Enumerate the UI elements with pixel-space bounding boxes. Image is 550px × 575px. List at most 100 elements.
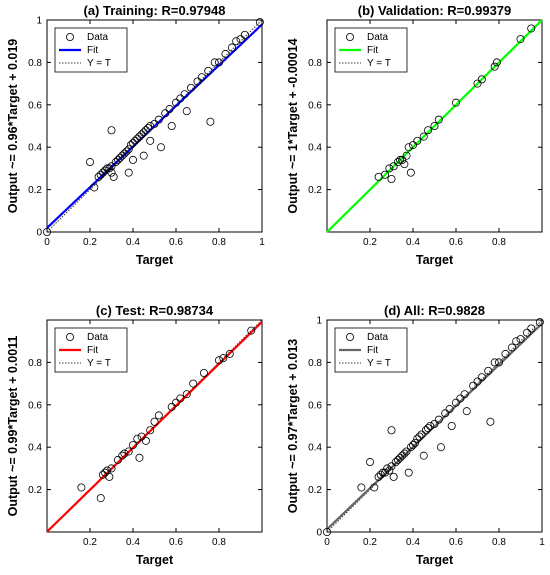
data-point (376, 470, 385, 479)
data-point (131, 136, 140, 145)
y-tick-label: 0.8 (28, 58, 42, 69)
data-point (43, 227, 52, 236)
legend-entry: Data (367, 332, 389, 343)
y-tick-label: 0.8 (308, 358, 322, 369)
data-point (116, 153, 125, 162)
data-point (501, 349, 510, 358)
data-point (512, 337, 521, 346)
data-point (492, 58, 501, 67)
y-tick-label: 1 (316, 316, 322, 327)
fit-line (46, 23, 263, 229)
legend-data-marker (66, 33, 75, 42)
data-point (120, 149, 129, 158)
data-point (404, 143, 413, 152)
data-point (490, 358, 499, 367)
data-point (434, 115, 443, 124)
data-point (322, 528, 331, 537)
data-point (469, 381, 478, 390)
x-tick-label: 1 (259, 237, 265, 248)
x-tick-label: 0.2 (363, 537, 377, 548)
data-point (400, 449, 409, 458)
data-point (460, 390, 469, 399)
data-point (161, 109, 170, 118)
data-point (128, 138, 137, 147)
x-tick-label: 0.4 (406, 237, 420, 248)
data-point (236, 35, 245, 44)
data-point (389, 472, 398, 481)
y-tick-label: 0 (36, 228, 42, 239)
fit-line (46, 321, 263, 533)
y-tick-label: 0.6 (28, 100, 42, 111)
subplot-1: 0 0.2 0.4 0.6 0.8 1 0 0.2 0.4 0.6 0.8 1 Data Fit Y = T… (6, 3, 265, 267)
data-point (165, 105, 174, 114)
data-point (150, 119, 159, 128)
x-tick-label: 0.2 (83, 237, 97, 248)
x-tick-label: 0.6 (449, 237, 463, 248)
legend-entry: Data (367, 32, 389, 43)
data-point (120, 449, 129, 458)
data-point (424, 424, 433, 433)
data-point (370, 483, 379, 492)
data-point (419, 132, 428, 141)
legend-entry: Data (87, 32, 109, 43)
legend-entry: Data (87, 332, 109, 343)
x-tick-label: 0.4 (126, 237, 140, 248)
data-point (137, 130, 146, 139)
data-point (381, 170, 390, 179)
data-point (141, 126, 150, 135)
data-point (406, 168, 415, 177)
data-point (232, 37, 241, 46)
chart-title: (d) All: R=0.9828 (384, 303, 485, 318)
x-tick-label: 1 (539, 537, 545, 548)
data-point (128, 441, 137, 450)
y-axis-label: Output ~= 0.96*Target + 0.019 (6, 39, 20, 214)
data-point (146, 122, 155, 131)
legend-entry: Y = T (367, 358, 391, 369)
data-point (406, 443, 415, 452)
data-point (387, 426, 396, 435)
data-point (473, 79, 482, 88)
data-point (408, 141, 417, 150)
data-point (204, 66, 213, 75)
data-point (415, 432, 424, 441)
data-point (156, 143, 165, 152)
data-point (187, 83, 196, 92)
data-point (402, 447, 411, 456)
y-tick-label: 0.8 (308, 58, 322, 69)
data-point (133, 134, 142, 143)
data-point (180, 90, 189, 99)
data-point (124, 168, 133, 177)
subplot-2: 0.2 0.4 0.6 0.8 0.2 0.4 0.6 0.8 Data Fit Y = T (b) … (286, 3, 543, 267)
data-point (473, 377, 482, 386)
data-point (118, 451, 127, 460)
x-tick-label: 0.4 (126, 537, 140, 548)
y-axis-label: Output ~= 1*Target + -0.00014 (286, 38, 300, 213)
data-point (221, 49, 230, 58)
x-tick-label: 0.8 (212, 237, 226, 248)
data-point (404, 468, 413, 477)
data-point (111, 158, 120, 167)
data-point (400, 160, 409, 169)
x-axis-label: Target (416, 553, 454, 567)
data-point (197, 73, 206, 82)
data-point (225, 349, 234, 358)
data-point (193, 77, 202, 86)
data-point (445, 405, 454, 414)
data-point (144, 124, 153, 133)
data-point (426, 421, 435, 430)
y-tick-label: 0.4 (28, 443, 42, 454)
x-tick-label: 0 (324, 537, 330, 548)
data-point (210, 58, 219, 67)
legend-data-marker (345, 332, 354, 341)
data-point (146, 136, 155, 145)
data-point (137, 432, 146, 441)
data-point (398, 451, 407, 460)
data-point (126, 141, 135, 150)
data-point (124, 447, 133, 456)
x-tick-label: 0.2 (363, 237, 377, 248)
data-point (101, 468, 110, 477)
data-point (128, 155, 137, 164)
data-point (255, 18, 264, 27)
x-tick-label: 0.2 (83, 537, 97, 548)
